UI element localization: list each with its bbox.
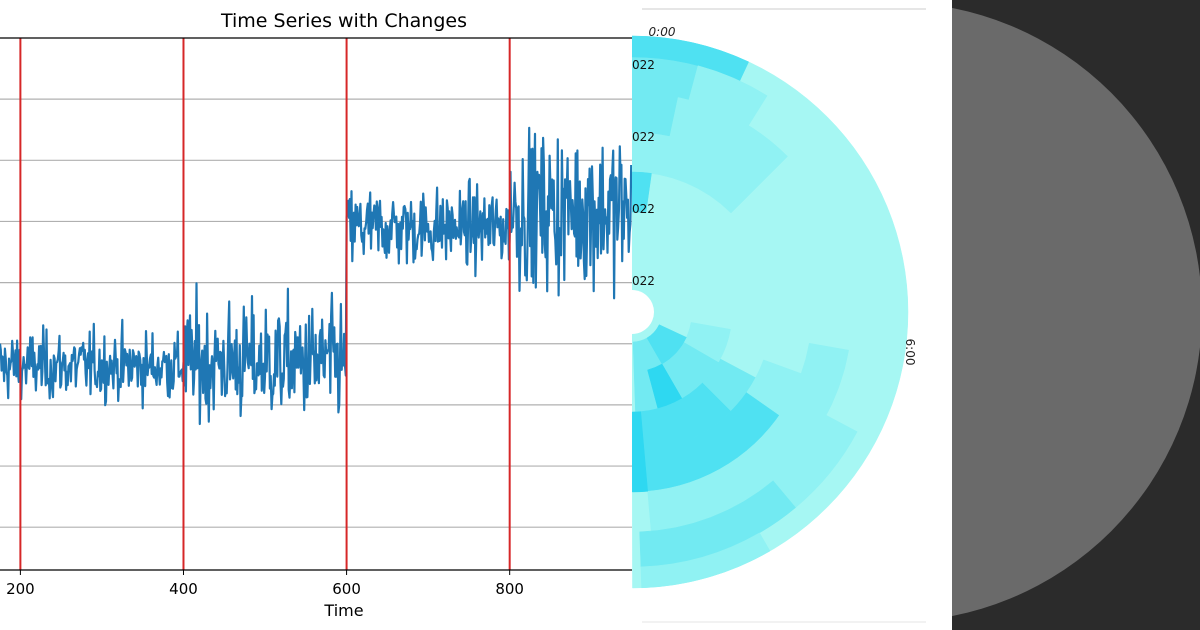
heatmap-cells (632, 35, 909, 589)
time-series-chart-panel: Time Series with Changes 200 400 600 800 Ti… (0, 10, 632, 620)
heatmap-cell (688, 65, 768, 126)
x-tick-label: 200 (6, 580, 35, 598)
heatmap-cell (787, 342, 849, 423)
time-series-chart: Time Series with Changes 200 400 600 800 Ti… (0, 10, 632, 620)
x-tick-label: 800 (495, 580, 524, 598)
x-axis-label: Time (323, 601, 363, 620)
decorative-panel (952, 0, 1200, 630)
decorative-circle (952, 7, 1200, 617)
ring-label: 022 (632, 58, 655, 72)
ring-labels: 022 022 022 022 (632, 58, 655, 288)
series-line (0, 126, 632, 426)
ring-label: 022 (632, 130, 655, 144)
center-hole (632, 290, 654, 334)
changepoint-lines (19, 38, 511, 570)
decorative-circle-canvas (952, 7, 1200, 617)
heatmap-cell (632, 91, 679, 137)
chart-title: Time Series with Changes (220, 10, 467, 32)
radial-heatmap-panel: 0:00 6:00 022 022 022 022 (632, 0, 952, 630)
heatmap-cell (646, 324, 687, 365)
x-tick-label: 400 (169, 580, 198, 598)
ring-label: 022 (632, 202, 655, 216)
x-tick-labels: 200 400 600 800 (6, 570, 524, 598)
heatmap-cell (773, 414, 858, 508)
y-gridlines (0, 98, 632, 528)
heatmap-cell (632, 171, 652, 214)
x-tick-label: 600 (332, 580, 361, 598)
heatmap-cell (632, 411, 645, 453)
radial-heatmap: 0:00 6:00 022 022 022 022 (632, 8, 926, 623)
axes (0, 37, 632, 571)
heatmap-cell (683, 322, 731, 363)
angle-label-0: 0:00 (649, 25, 676, 39)
ring-label: 022 (632, 274, 655, 288)
angle-label-6: 6:00 (903, 339, 917, 366)
heatmap-cell (640, 532, 771, 589)
series-line-group (0, 126, 632, 426)
